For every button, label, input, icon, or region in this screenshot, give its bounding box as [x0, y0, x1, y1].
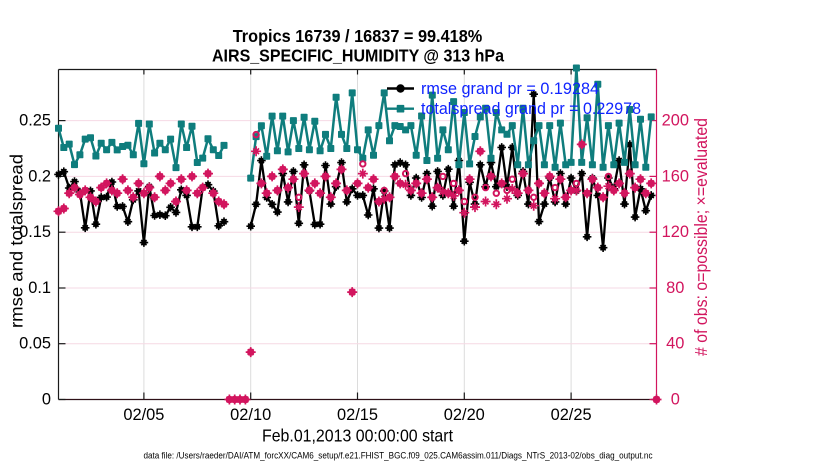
svg-text:0.05: 0.05: [19, 335, 51, 353]
svg-text:200: 200: [662, 112, 689, 130]
svg-text:02/20: 02/20: [444, 406, 485, 424]
svg-text:80: 80: [666, 279, 684, 297]
svg-text:# of obs: o=possible; ×=evalua: # of obs: o=possible; ×=evaluated: [691, 118, 711, 356]
svg-text:0.1: 0.1: [28, 279, 51, 297]
svg-text:02/05: 02/05: [123, 406, 164, 424]
svg-text:Feb.01,2013 00:00:00 start: Feb.01,2013 00:00:00 start: [262, 426, 453, 446]
svg-text:02/15: 02/15: [337, 406, 378, 424]
svg-text:totalspread grand pr = 0.22978: totalspread grand pr = 0.22978: [421, 100, 641, 118]
svg-text:rmse and totalspread: rmse and totalspread: [7, 154, 27, 328]
svg-text:02/10: 02/10: [230, 406, 271, 424]
svg-text:160: 160: [662, 167, 689, 185]
svg-text:0: 0: [42, 391, 51, 409]
svg-text:data file: /Users/raeder/DAI/A: data file: /Users/raeder/DAI/ATM_forcXX/…: [144, 451, 653, 461]
svg-text:0.15: 0.15: [19, 223, 51, 241]
svg-text:02/25: 02/25: [551, 406, 592, 424]
svg-text:0: 0: [671, 391, 680, 409]
svg-text:40: 40: [666, 335, 684, 353]
svg-text:rmse grand pr = 0.19284: rmse grand pr = 0.19284: [421, 80, 599, 98]
svg-text:120: 120: [662, 223, 689, 241]
svg-text:0.2: 0.2: [28, 167, 51, 185]
svg-text:0.25: 0.25: [19, 112, 51, 130]
svg-text:AIRS_SPECIFIC_HUMIDITY @ 313 h: AIRS_SPECIFIC_HUMIDITY @ 313 hPa: [212, 45, 504, 65]
svg-text:Tropics 16739 / 16837 = 99.418: Tropics 16739 / 16837 = 99.418%: [233, 26, 483, 46]
